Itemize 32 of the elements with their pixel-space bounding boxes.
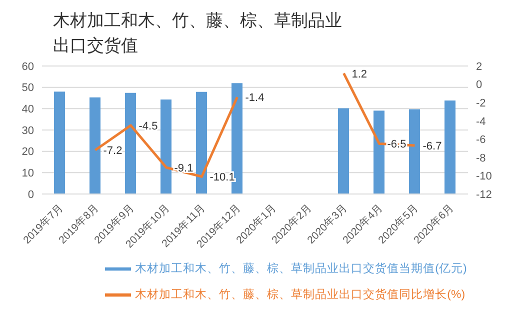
- y2-tick-label: -6: [476, 134, 486, 146]
- y2-tick-label: -4: [476, 116, 486, 128]
- y-tick-label: 30: [22, 124, 34, 137]
- bar: [90, 97, 100, 194]
- data-label: 1.2: [352, 68, 368, 80]
- bar: [444, 100, 456, 194]
- chart-title: 木材加工和木、竹、藤、棕、草制品业出口交货值: [53, 10, 343, 57]
- legend-label: 木材加工和木、竹、藤、棕、草制品业出口交货值当期值(亿元): [135, 263, 467, 276]
- data-label: -7.2: [103, 145, 122, 158]
- y2-tick-label: -2: [476, 97, 486, 110]
- y-tick-label: 60: [22, 60, 34, 73]
- y-tick-label: 20: [22, 146, 34, 158]
- bar: [374, 110, 384, 194]
- y-tick-label: 40: [22, 104, 34, 116]
- y2-tick-label: 0: [476, 79, 482, 92]
- y2-tick-label: -12: [476, 188, 492, 201]
- y2-tick-label: -10: [476, 170, 492, 183]
- bar: [338, 108, 349, 194]
- bar: [54, 92, 65, 194]
- data-label: -4.5: [138, 120, 158, 132]
- bar: [125, 92, 136, 194]
- y-tick-label: 50: [22, 82, 34, 94]
- y-tick-label: 10: [22, 168, 34, 180]
- bar: [196, 92, 207, 194]
- data-label: -1.4: [245, 92, 264, 104]
- bar: [160, 99, 172, 194]
- legend-label: 木材加工和木、竹、藤、棕、草制品业出口交货值同比增长(%): [135, 289, 466, 302]
- data-label: -6.7: [422, 140, 442, 153]
- y-tick-label: 0: [28, 188, 34, 201]
- bar: [409, 109, 420, 194]
- y2-tick-label: 2: [476, 60, 482, 73]
- y2-tick-label: -8: [476, 152, 486, 164]
